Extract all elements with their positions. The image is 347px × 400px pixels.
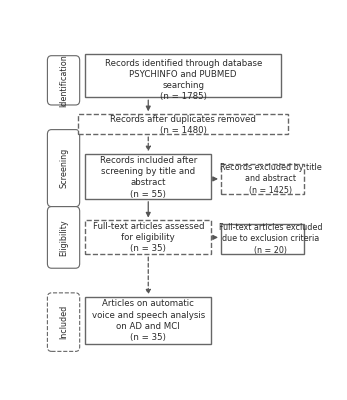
Text: Screening: Screening xyxy=(59,148,68,188)
Bar xyxy=(85,220,211,254)
Text: Identification: Identification xyxy=(59,54,68,107)
Bar xyxy=(221,164,304,194)
Bar xyxy=(85,154,211,199)
Text: Full-text articles assessed
for eligibility
(n = 35): Full-text articles assessed for eligibil… xyxy=(93,222,204,253)
FancyBboxPatch shape xyxy=(48,207,80,268)
Text: Records after duplicates removed
(n = 1480): Records after duplicates removed (n = 14… xyxy=(110,115,256,135)
FancyBboxPatch shape xyxy=(48,130,80,207)
Text: Records excluded by title
and abstract
(n = 1425): Records excluded by title and abstract (… xyxy=(220,163,321,194)
Text: Included: Included xyxy=(59,305,68,339)
Text: Records identified through database
PSYCHINFO and PUBMED
searching
(n = 1785): Records identified through database PSYC… xyxy=(104,59,262,102)
Bar xyxy=(85,54,281,97)
FancyBboxPatch shape xyxy=(48,293,80,351)
Bar xyxy=(221,224,304,254)
Bar xyxy=(85,298,211,344)
FancyBboxPatch shape xyxy=(48,56,80,105)
Text: Articles on automatic
voice and speech analysis
on AD and MCI
(n = 35): Articles on automatic voice and speech a… xyxy=(92,300,205,342)
Text: Eligibility: Eligibility xyxy=(59,219,68,256)
Text: Full-text articles excluded
due to exclusion criteria
(n = 20): Full-text articles excluded due to exclu… xyxy=(219,223,322,254)
Text: Records included after
screening by title and
abstract
(n = 55): Records included after screening by titl… xyxy=(100,156,197,198)
Bar xyxy=(78,114,288,134)
